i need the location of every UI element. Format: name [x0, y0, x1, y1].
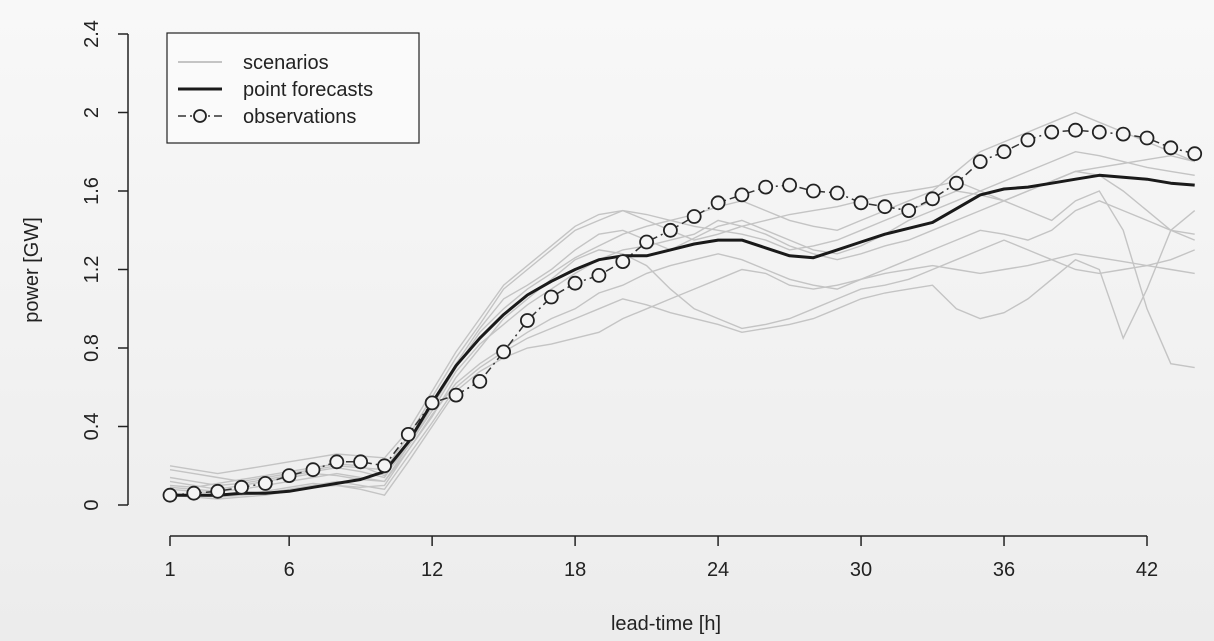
observation-point — [996, 144, 1012, 160]
observation-point — [353, 454, 369, 470]
observation-point — [806, 183, 821, 199]
scenario-line-5 — [169, 170, 1195, 489]
observation-points — [162, 122, 1203, 503]
observation-point — [543, 289, 559, 305]
observation-point — [281, 468, 297, 484]
x-tick-label: 24 — [707, 559, 729, 581]
y-axis-title: power [GW] — [21, 217, 43, 323]
x-tick-label: 30 — [850, 559, 872, 581]
observation-point — [1139, 130, 1155, 146]
y-ticks: 0 0.4 0.8 1.2 1.6 2 2.4 — [81, 20, 128, 511]
observation-point — [615, 254, 631, 270]
observation-point — [424, 395, 440, 411]
observation-point — [829, 185, 845, 201]
observation-point — [377, 458, 392, 474]
scenario-line-9 — [169, 200, 1195, 493]
observation-point — [305, 462, 321, 478]
observation-point — [186, 485, 202, 501]
legend: scenarios point forecasts observations — [166, 32, 420, 144]
x-tick-label: 42 — [1136, 559, 1158, 581]
legend-observations-label: observations — [243, 106, 356, 128]
observation-point — [877, 199, 893, 215]
y-tick-label: 2 — [81, 107, 103, 118]
observation-point — [496, 344, 512, 360]
observation-point — [400, 426, 416, 442]
y-tick-label: 0.4 — [81, 413, 103, 441]
observation-point — [1163, 140, 1179, 156]
observation-point — [686, 209, 702, 224]
observation-point — [758, 179, 774, 195]
legend-forecast-label: point forecasts — [243, 79, 373, 101]
y-tick-label: 1.6 — [81, 177, 103, 205]
y-tick-label: 0.8 — [81, 334, 103, 362]
observation-point — [162, 487, 178, 503]
observation-point — [972, 154, 988, 170]
observation-point — [710, 195, 726, 211]
observation-point — [1068, 122, 1083, 138]
observation-point — [1091, 124, 1107, 140]
y-tick-label: 1.2 — [81, 256, 103, 284]
observation-point — [591, 267, 607, 283]
legend-observations-marker — [193, 109, 207, 123]
y-tick-label: 0 — [81, 499, 103, 510]
y-tick-label: 2.4 — [81, 20, 103, 48]
observation-point — [1115, 126, 1131, 142]
x-tick-label: 1 — [164, 559, 175, 581]
observation-point — [329, 454, 345, 470]
observation-point — [639, 234, 654, 250]
scenario-line-4 — [169, 253, 1195, 500]
observation-point — [257, 475, 273, 491]
observation-point — [663, 222, 678, 238]
observation-point — [901, 203, 917, 219]
scenario-line-7 — [169, 210, 1196, 498]
observation-point — [925, 191, 940, 207]
observation-point — [567, 275, 583, 291]
x-ticks: 1 6 12 18 24 30 36 42 — [164, 536, 1158, 581]
scenario-line-2 — [169, 239, 1195, 496]
observation-point — [782, 177, 797, 193]
observation-point — [1187, 146, 1203, 162]
observation-point — [472, 373, 488, 389]
scenario-line-8 — [169, 180, 1195, 475]
observation-point — [210, 483, 226, 499]
scenario-line-6 — [169, 154, 1195, 487]
observation-point — [734, 187, 750, 203]
x-tick-label: 18 — [564, 559, 586, 581]
x-tick-label: 12 — [421, 559, 443, 581]
x-axis-title: lead-time [h] — [611, 613, 721, 635]
scenario-line-3 — [169, 111, 1195, 483]
x-tick-label: 36 — [993, 559, 1015, 581]
point-forecast-line — [170, 173, 1195, 497]
scenario-lines — [169, 111, 1196, 500]
observation-point — [853, 195, 869, 211]
x-tick-label: 6 — [284, 559, 295, 581]
observation-point — [1044, 124, 1060, 140]
observation-point — [234, 479, 249, 495]
scenario-line-1 — [169, 150, 1195, 491]
observation-point — [1020, 132, 1036, 148]
legend-scenarios-label: scenarios — [243, 52, 329, 74]
observation-point — [520, 313, 535, 328]
observation-point — [949, 175, 964, 191]
observation-point — [448, 387, 464, 403]
point-forecast-line-group — [170, 173, 1195, 497]
